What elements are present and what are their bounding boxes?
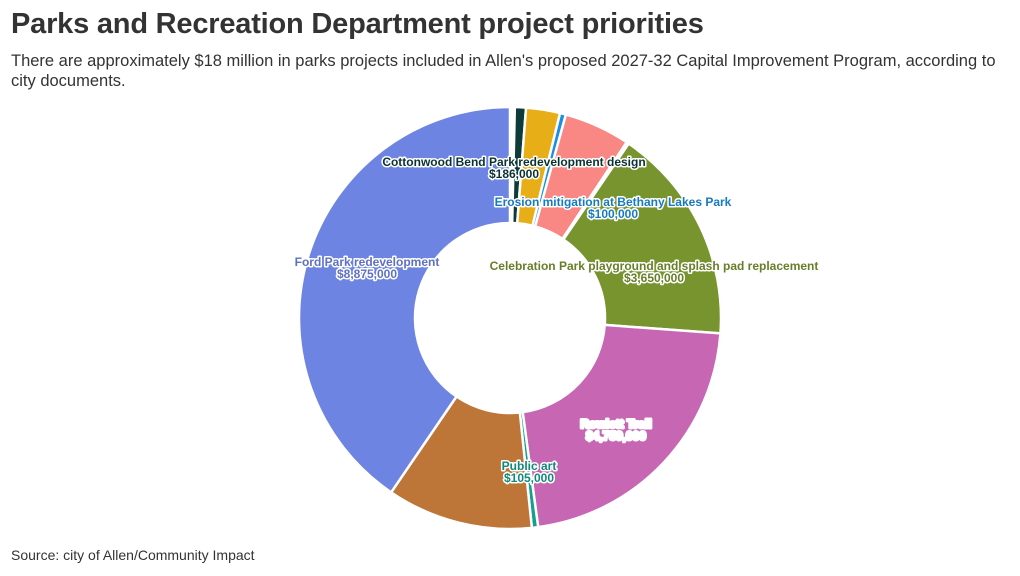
label-ford-park-redevelopment: Ford Park redevelopment	[295, 255, 440, 269]
value-label-cottonwood-bend-park-redevelopment-design: $186,000	[489, 167, 539, 181]
chart-subtitle: There are approximately $18 million in p…	[11, 52, 996, 90]
value-label-public-art: $105,000	[504, 471, 554, 485]
value-label-ford-park-redevelopment: $8,875,000	[337, 267, 397, 281]
donut-labels: Cottonwood Bend Park redevelopment desig…	[293, 154, 820, 487]
value-label-erosion-mitigation-at-bethany-lakes-park: $100,000	[588, 207, 638, 221]
label-erosion-mitigation-at-bethany-lakes-park: Erosion mitigation at Bethany Lakes Park	[495, 195, 732, 209]
label-rowlett-trail: Rowlett Trail	[580, 417, 651, 431]
value-label-celebration-park-playground-and-splash-pad-replacement: $3,650,000	[624, 271, 684, 285]
value-label-rowlett-trail: $4,759,000	[586, 429, 646, 443]
label-celebration-park-playground-and-splash-pad-replacement: Celebration Park playground and splash p…	[490, 259, 819, 273]
label-public-art: Public art	[502, 459, 557, 473]
source-note: Source: city of Allen/Community Impact	[11, 547, 255, 563]
donut-slices	[297, 105, 723, 531]
slice-rowlett-trail	[521, 323, 722, 529]
chart-title: Parks and Recreation Department project …	[11, 8, 704, 40]
slice-celebration-park-playground-and-splash-pad-replacement	[562, 142, 723, 335]
slice-ford-park-redevelopment	[297, 105, 512, 494]
label-cottonwood-bend-park-redevelopment-design: Cottonwood Bend Park redevelopment desig…	[382, 155, 645, 169]
